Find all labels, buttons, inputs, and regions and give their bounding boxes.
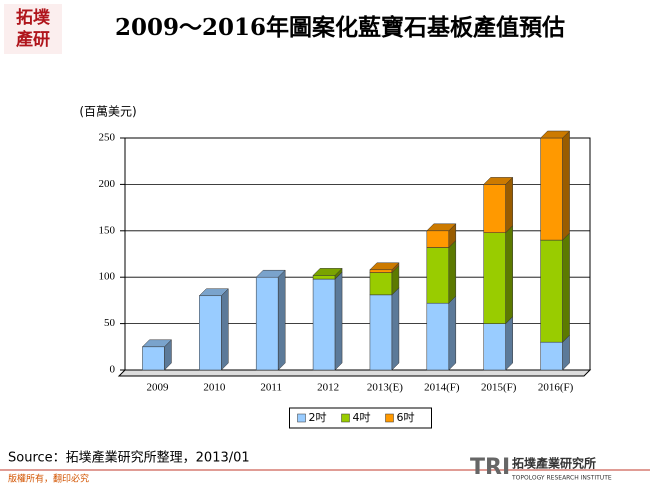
brand-english: TOPOLOGY RESEARCH INSTITUTE [511,475,612,482]
bar-side [505,225,513,325]
x-tick-label: 2013(E) [367,382,403,394]
bar-front [369,272,393,296]
y-tick-label: 0 [110,364,116,376]
bar-side [562,232,570,343]
bar-front [255,276,279,371]
logo-text: 產研 [16,29,50,50]
legend-swatch [297,413,306,423]
bar-segment [369,287,400,371]
bar-front [540,137,563,241]
bar-segment [312,267,343,280]
bar-side [391,287,400,371]
bar-front [426,247,450,304]
bar-front [426,302,450,371]
bar-side [562,130,570,241]
bar-side [505,315,513,371]
brand-logo: TRI [470,455,510,480]
bar-side [334,271,343,371]
chart-title: 2009～2016年圖案化藍寶石基板產值預估 [114,14,566,41]
bar-front [312,278,336,371]
logo-box [4,4,62,54]
bar-side [221,288,229,371]
bar-front [426,230,450,248]
bar-top [141,339,173,348]
y-tick-label: 200 [99,178,116,190]
bar-top [255,269,286,278]
bar-side [277,269,286,371]
x-tick-label: 2012 [317,382,339,394]
source: Source：拓墣產業研究所整理，2013/01 [8,450,250,466]
bar-top [539,130,571,139]
y-tick-label: 150 [99,224,116,236]
y-tick-label: 100 [99,271,116,283]
bar-top [426,223,457,232]
bar-segment [426,223,457,249]
bar-front [540,341,563,371]
x-tick-label: 2015(F) [481,382,517,394]
plot-floor [117,369,592,377]
legend-label: 4吋 [353,411,371,424]
bar-segment [312,271,343,371]
brand-name: 拓墣產業研究所 [512,456,596,471]
bar-top [312,268,343,276]
x-tick-label: 2011 [260,382,282,394]
x-tick-label: 2016(F) [538,382,574,394]
bar-front [312,275,336,280]
bar-segment [483,176,514,234]
legend-swatch [341,413,350,423]
legend-label: 6吋 [397,411,415,424]
bar-segment [198,288,229,371]
bar-front [483,184,506,233]
bar-top [369,262,400,271]
legend-label: 2吋 [309,411,327,424]
bar-segment [255,269,286,371]
y-tick-label: 50 [104,317,116,329]
bar-front [369,294,393,371]
bar-front [540,239,563,343]
bar-front [369,269,393,273]
bar-front [199,295,222,371]
logo-text: 拓墣 [16,8,50,28]
bar-side [448,295,457,371]
bar-segment [426,295,457,371]
bar-segment [141,339,173,371]
x-tick-label: 2009 [146,382,169,394]
bar-side [448,239,457,304]
bar-top [198,288,229,297]
bar-front [483,323,506,371]
bar-segment [483,225,514,325]
bar-segment [369,262,400,274]
bar-segment [483,315,514,371]
bar-top [483,177,514,185]
x-tick-label: 2010 [203,382,226,394]
bar-side [505,176,513,234]
x-tick-label: 2014(F) [424,382,460,394]
bar-front [483,232,506,324]
y-tick-label: 250 [99,132,116,144]
bar-segment [539,130,571,241]
plot-wall [124,137,591,371]
legend-swatch [385,413,394,423]
bar-segment [539,232,571,343]
bar-segment [426,239,457,304]
legend-box [289,407,432,429]
copyright: 版權所有，翻印必究 [8,473,89,485]
y-axis-label: (百萬美元) [79,105,136,119]
bar-front [142,346,165,371]
